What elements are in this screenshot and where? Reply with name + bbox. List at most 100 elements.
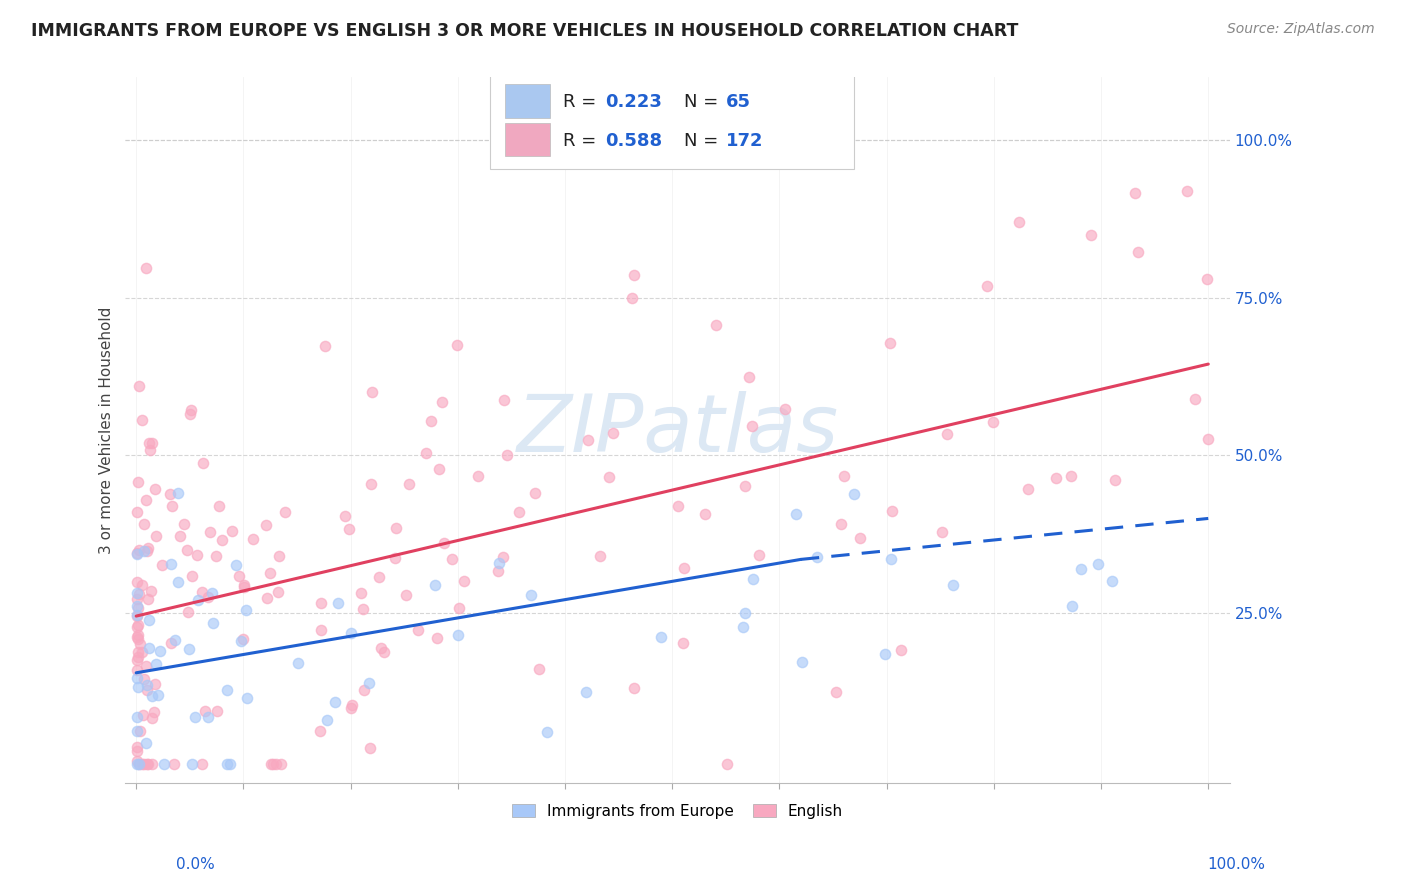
- Point: [127, 601, 149, 615]
- Point: [352, 602, 374, 616]
- Point: [264, 757, 287, 772]
- Point: [1087, 558, 1109, 572]
- Point: [832, 469, 855, 483]
- Point: [202, 615, 225, 630]
- Point: [207, 500, 229, 514]
- Point: [138, 443, 160, 458]
- Point: [141, 757, 163, 772]
- Point: [360, 385, 382, 400]
- Point: [127, 663, 149, 677]
- Point: [342, 698, 364, 712]
- Point: [127, 599, 149, 613]
- Point: [447, 601, 470, 615]
- Point: [1197, 432, 1219, 446]
- Point: [135, 543, 157, 558]
- Text: 0.0%: 0.0%: [176, 857, 215, 872]
- Point: [423, 578, 446, 592]
- Point: [267, 549, 290, 564]
- Point: [716, 757, 738, 772]
- Point: [177, 605, 200, 619]
- Point: [136, 591, 159, 606]
- Point: [131, 645, 153, 659]
- Point: [849, 531, 872, 545]
- Point: [160, 557, 183, 571]
- Point: [200, 525, 222, 540]
- Point: [232, 580, 254, 594]
- Point: [127, 475, 149, 490]
- Point: [350, 586, 373, 600]
- Point: [467, 468, 489, 483]
- Point: [160, 636, 183, 650]
- Point: [368, 570, 391, 584]
- FancyBboxPatch shape: [505, 85, 550, 119]
- Point: [359, 741, 381, 756]
- Point: [165, 632, 187, 647]
- Y-axis label: 3 or more Vehicles in Household: 3 or more Vehicles in Household: [100, 307, 114, 554]
- Point: [215, 757, 238, 772]
- Point: [259, 566, 281, 580]
- Point: [308, 723, 330, 738]
- Point: [150, 558, 173, 572]
- Point: [1017, 482, 1039, 496]
- Point: [785, 507, 807, 521]
- Point: [260, 757, 283, 772]
- Point: [326, 596, 349, 610]
- Point: [131, 577, 153, 591]
- Point: [145, 677, 167, 691]
- Point: [127, 547, 149, 561]
- Point: [143, 482, 166, 496]
- Point: [880, 552, 903, 566]
- Point: [127, 545, 149, 559]
- Point: [395, 588, 418, 602]
- Point: [623, 681, 645, 696]
- Point: [127, 575, 149, 590]
- Point: [128, 379, 150, 393]
- Point: [1070, 562, 1092, 576]
- Point: [186, 592, 208, 607]
- Point: [136, 757, 159, 772]
- Point: [160, 499, 183, 513]
- Point: [976, 279, 998, 293]
- Point: [373, 645, 395, 659]
- Point: [981, 415, 1004, 429]
- Point: [666, 499, 689, 513]
- Point: [1080, 228, 1102, 243]
- Point: [145, 529, 167, 543]
- Point: [775, 401, 797, 416]
- Text: Source: ZipAtlas.com: Source: ZipAtlas.com: [1227, 22, 1375, 37]
- Point: [1197, 272, 1219, 286]
- Point: [128, 587, 150, 601]
- Point: [128, 757, 150, 772]
- Point: [186, 548, 208, 562]
- Point: [873, 648, 896, 662]
- Point: [127, 505, 149, 519]
- Point: [127, 620, 149, 634]
- Text: ZIPatlas: ZIPatlas: [516, 392, 838, 469]
- Point: [1101, 574, 1123, 589]
- Point: [738, 370, 761, 384]
- Point: [135, 658, 157, 673]
- Point: [398, 476, 420, 491]
- Point: [741, 418, 763, 433]
- Point: [1062, 599, 1084, 614]
- Point: [132, 543, 155, 558]
- Point: [589, 549, 612, 563]
- Point: [190, 585, 212, 599]
- Point: [131, 412, 153, 426]
- Point: [236, 691, 259, 706]
- Point: [672, 635, 695, 649]
- Point: [127, 680, 149, 694]
- Point: [360, 476, 382, 491]
- Point: [359, 676, 381, 690]
- Point: [127, 608, 149, 623]
- Point: [323, 695, 346, 709]
- Point: [127, 754, 149, 768]
- Point: [153, 757, 176, 772]
- Point: [733, 620, 755, 634]
- Point: [181, 757, 204, 772]
- Point: [309, 624, 332, 638]
- Point: [340, 701, 363, 715]
- Point: [704, 318, 727, 332]
- Point: [406, 624, 429, 638]
- Point: [495, 448, 517, 462]
